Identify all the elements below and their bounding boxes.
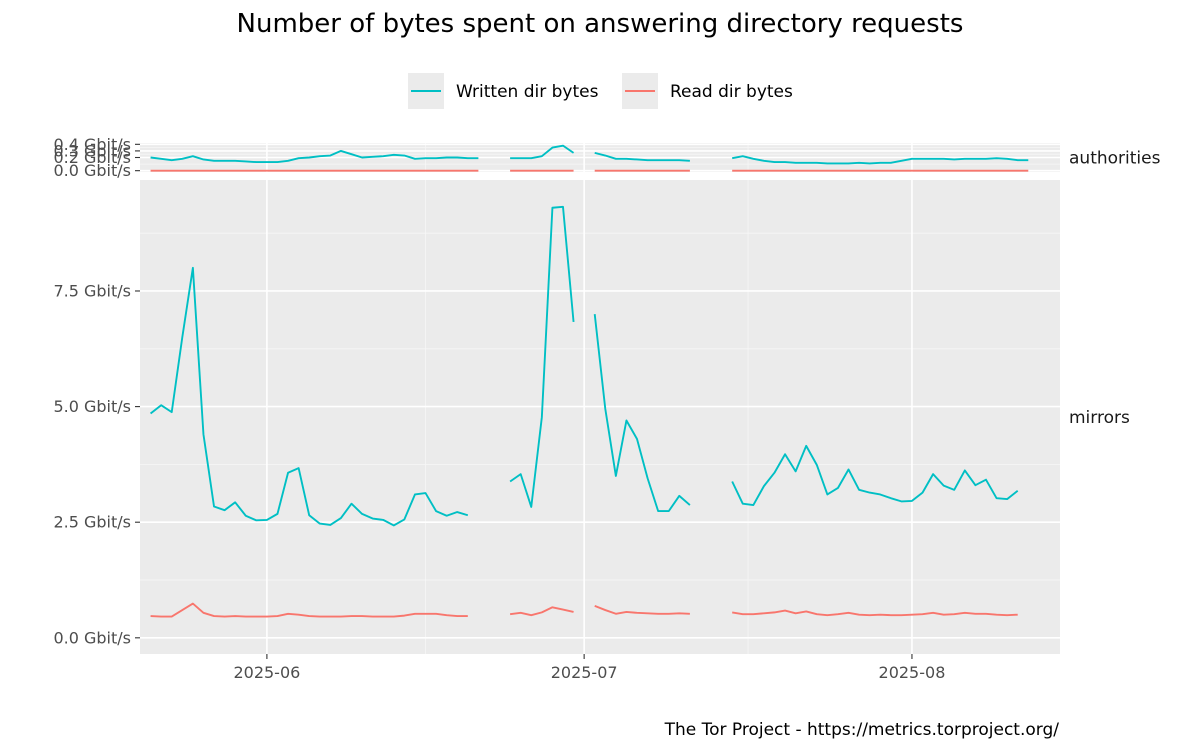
- y-tick-label: 7.5 Gbit/s: [53, 281, 131, 300]
- series-line-read-dir-bytes: [594, 605, 690, 615]
- series-line-written-dir-bytes: [150, 149, 479, 164]
- y-tick-label: 0.4 Gbit/s: [53, 135, 131, 154]
- panel-authorities: 0.0 Gbit/s0.2 Gbit/s0.3 Gbit/s0.4 Gbit/s…: [53, 135, 1160, 180]
- y-tick-label: 0.2 Gbit/s: [53, 148, 131, 167]
- y-tick-label: 2.5 Gbit/s: [53, 513, 131, 532]
- legend: Written dir bytes Read dir bytes: [408, 73, 793, 109]
- legend-label-written: Written dir bytes: [456, 82, 599, 102]
- series-line-written-dir-bytes: [593, 314, 691, 513]
- y-tick-label: 0.0 Gbit/s: [53, 628, 131, 647]
- panel-background-mirrors: [140, 180, 1060, 654]
- x-tick-label: 2025-06: [233, 663, 300, 682]
- series-line-read-dir-bytes: [509, 606, 574, 617]
- plot-panels: 0.0 Gbit/s0.2 Gbit/s0.3 Gbit/s0.4 Gbit/s…: [53, 135, 1160, 682]
- chart-caption: The Tor Project - https://metrics.torpro…: [664, 720, 1060, 740]
- x-axis: 2025-06 2025-07 2025-08: [233, 654, 945, 682]
- series-read-dir-bytes-mirrors: [150, 602, 1018, 618]
- series-written-dir-bytes-authorities: [150, 144, 1029, 165]
- series-written-dir-bytes-mirrors: [149, 205, 1019, 527]
- y-tick-label: 5.0 Gbit/s: [53, 397, 131, 416]
- series-line-written-dir-bytes: [149, 266, 469, 527]
- chart-title: Number of bytes spent on answering direc…: [237, 9, 964, 39]
- facet-label-mirrors: mirrors: [1069, 408, 1130, 428]
- y-tick-label: 0.3 Gbit/s: [53, 141, 131, 160]
- facet-label-authorities: authorities: [1069, 149, 1161, 169]
- panel-mirrors: 0.0 Gbit/s 2.5 Gbit/s 5.0 Gbit/s 7.5 Gbit/s…: [53, 180, 1130, 654]
- series-line-read-dir-bytes: [732, 609, 1018, 617]
- series-line-written-dir-bytes: [510, 144, 575, 160]
- y-tick-label: 0.0 Gbit/s: [53, 161, 131, 180]
- series-line-written-dir-bytes: [731, 444, 1019, 507]
- series-line-read-dir-bytes: [150, 602, 468, 618]
- series-line-written-dir-bytes: [732, 155, 1029, 165]
- legend-label-read: Read dir bytes: [670, 82, 793, 102]
- series-line-written-dir-bytes: [509, 205, 575, 508]
- series-line-written-dir-bytes: [594, 151, 690, 162]
- x-tick-label: 2025-07: [551, 663, 618, 682]
- x-tick-label: 2025-08: [879, 663, 946, 682]
